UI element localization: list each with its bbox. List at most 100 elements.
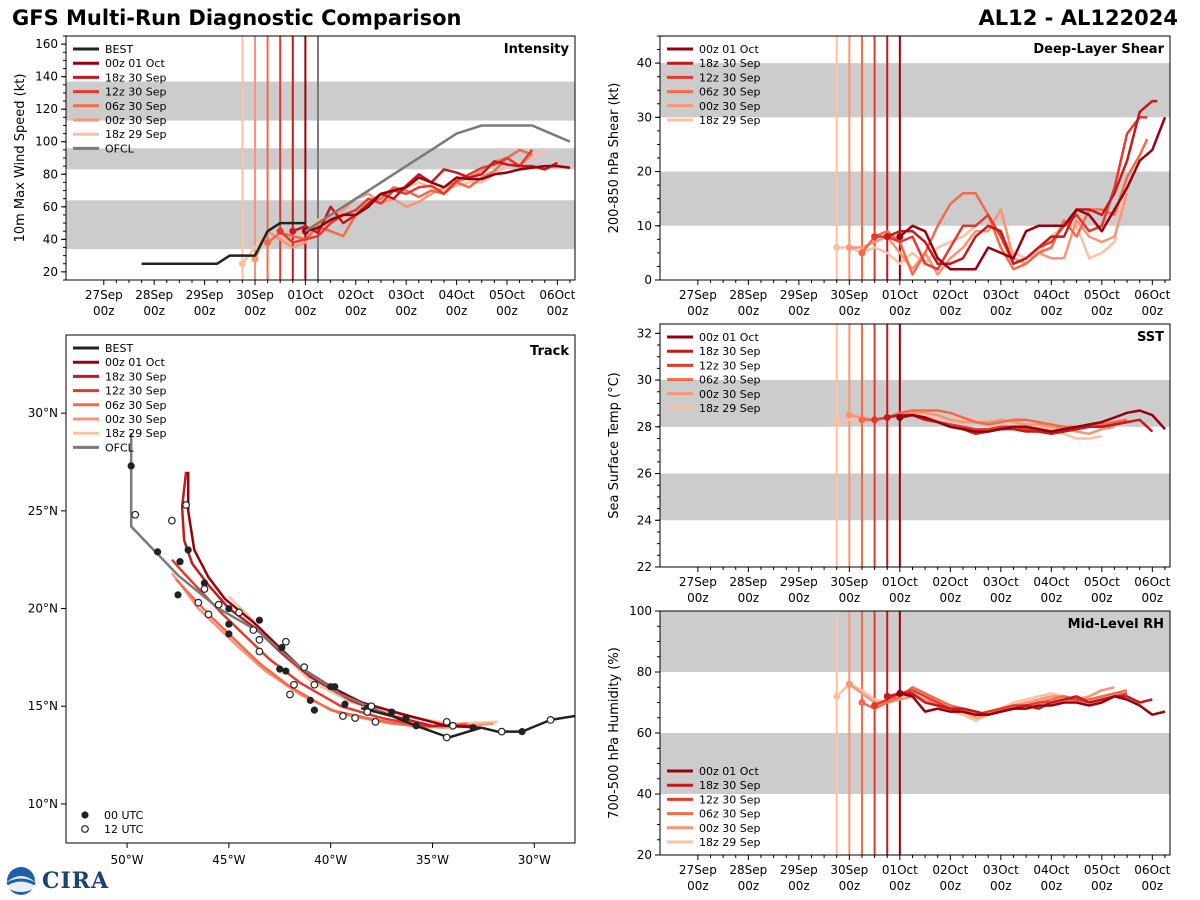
sst-chart: 22 24 26 28 30 32 27Sep 00z 28Sep 00z 29Sep 00z 30Se… [607,323,1171,605]
shear-xtick-label-30: 30Sep [830,288,868,302]
intensity-ytick-label-160: 160 [35,37,58,51]
legend-label-00z-30-sep: 00z 30 Sep [699,100,761,113]
track-point-12utc [448,721,457,730]
shear-series-18z-30-sep [886,99,1158,265]
rh-xtick-label-33: 03Oct [983,863,1019,877]
intensity-ylabel: 10m Max Wind Speed (kt) [13,74,28,243]
intensity-xtick-hour-29: 00z [194,304,216,318]
intensity-xtick-hour-30: 00z [244,304,266,318]
intensity-ytick-label-140: 140 [35,70,58,84]
legend-label-18z-29-sep: 18z 29 Sep [699,402,761,415]
track-point-12utc [194,598,203,607]
intensity-xtick-hour-36: 00z [547,304,569,318]
legend-label-06z-30-sep: 06z 30 Sep [699,86,761,99]
track-point-00utc [469,724,477,732]
track-series-18z-29-sep [228,595,498,726]
sst-xtick-label-35: 05Oct [1084,575,1120,589]
rh-title: Mid-Level RH [1068,617,1164,632]
rh-start-point-00z-01-oct [896,689,904,697]
sst-xtick-hour-34: 00z [1041,591,1063,605]
intensity-xtick-label-32: 02Oct [338,288,374,302]
sst-xtick-label-34: 04Oct [1033,575,1069,589]
intensity-xtick-hour-35: 00z [496,304,518,318]
intensity-ytick-label-80: 80 [43,167,58,181]
sst-xtick-hour-35: 00z [1091,591,1113,605]
intensity-xtick-hour-27: 00z [93,304,115,318]
sst-ytick-label-22: 22 [637,560,652,574]
legend-label-ofcl: OFCL [105,441,135,454]
legend-label-12z-30-sep: 12z 30 Sep [699,71,761,84]
sst-band-0 [660,473,1170,521]
track-point-12utc [338,712,347,720]
shear-xtick-label-34: 04Oct [1033,288,1069,302]
rh-xtick-hour-35: 00z [1091,879,1113,893]
rh-start-point-18z-30-sep [883,692,891,700]
shear-ytick-label-10: 10 [637,219,652,233]
rh-chart: 20 40 60 80 100 27Sep 00z 28Sep 00z 29Sep 00z 30Sep… [607,604,1171,893]
legend-label-best: BEST [105,43,133,56]
rh-band-1 [660,611,1170,672]
rh-xtick-hour-30: 00z [839,879,861,893]
intensity-start-point-00z-30-sep [251,255,259,263]
sst-ytick-label-24: 24 [637,513,652,527]
sst-title: SST [1137,330,1164,345]
cira-logo-text: CIRA [42,868,110,894]
intensity-start-point-12z-30-sep [276,227,284,235]
intensity-xtick-label-27: 27Sep [85,288,123,302]
sst-xtick-hour-27: 00z [687,591,709,605]
rh-xtick-hour-27: 00z [687,879,709,893]
shear-start-point-00z-01-oct [896,233,904,241]
track-ytick-label: 10°N [28,797,58,811]
page-title: GFS Multi-Run Diagnostic Comparison [12,6,462,30]
sst-xtick-label-30: 30Sep [830,575,868,589]
track-point-12utc [546,716,555,724]
intensity-ytick-label-20: 20 [43,265,58,279]
track-series-06z-30-sep [174,578,468,729]
sst-xtick-label-27: 27Sep [679,575,717,589]
noaa-emblem-icon [6,867,36,895]
rh-xtick-label-28: 28Sep [729,863,767,877]
legend-label-12z-30-sep: 12z 30 Sep [105,385,167,398]
rh-xtick-label-29: 29Sep [780,863,818,877]
intensity-xtick-label-28: 28Sep [135,288,173,302]
legend-label-00z-30-sep: 00z 30 Sep [105,114,167,127]
shear-xtick-hour-28: 00z [738,304,760,318]
shear-xtick-label-32: 02Oct [932,288,968,302]
track-ytick-label: 15°N [28,699,58,713]
track-point-00utc [184,546,192,554]
legend-label-00z-30-sep: 00z 30 Sep [699,388,761,401]
shear-start-point-06z-30-sep [858,249,866,257]
sst-start-point-18z-30-sep [883,413,891,421]
intensity-xtick-label-33: 03Oct [388,288,424,302]
track-point-12utc [204,610,213,619]
sst-xtick-label-32: 02Oct [932,575,968,589]
sst-xtick-label-33: 03Oct [983,575,1019,589]
track-ytick-label: 25°N [28,504,58,518]
legend-label-18z-30-sep: 18z 30 Sep [699,345,761,358]
track-point-12utc [235,608,243,617]
intensity-ytick-label-40: 40 [43,232,58,246]
legend-label-12z-30-sep: 12z 30 Sep [105,86,167,99]
rh-ylabel: 700-500 hPa Humidity (%) [607,647,622,819]
track-point-12utc [281,637,290,646]
rh-ytick-label-80: 80 [637,665,652,679]
legend-label-06z-30-sep: 06z 30 Sep [699,374,761,387]
track-series-12z-30-sep [170,558,470,728]
intensity-xtick-label-31: 01Oct [287,288,323,302]
sst-xtick-hour-29: 00z [788,591,810,605]
sst-start-point-00z-30-sep [845,411,853,419]
legend-label-00z-30-sep: 00z 30 Sep [699,822,761,835]
shear-xtick-label-28: 28Sep [729,288,767,302]
sst-xtick-hour-31: 00z [889,591,911,605]
cira-logo: CIRA [4,866,109,896]
intensity-band-1 [66,148,575,170]
track-xtick-label: 35°W [416,853,449,867]
rh-xtick-label-35: 05Oct [1084,863,1120,877]
shear-xtick-label-29: 29Sep [780,288,818,302]
track-point-00utc [225,630,233,638]
legend-label-12z-30-sep: 12z 30 Sep [699,359,761,372]
track-point-12utc [214,600,223,609]
track-point-12utc [371,717,380,726]
legend-label-18z-29-sep: 18z 29 Sep [105,427,167,440]
marker-legend-00utc-label: 00 UTC [104,809,144,822]
